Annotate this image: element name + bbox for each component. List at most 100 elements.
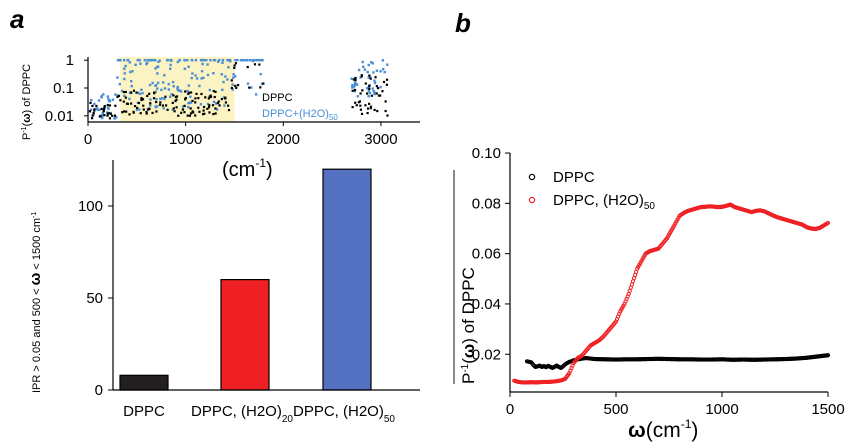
scatter-point-dppc — [259, 86, 262, 89]
scatter-point-dppc-water — [249, 58, 252, 62]
scatter-point-dppc — [368, 84, 371, 88]
scatter-point-dppc — [161, 104, 165, 107]
legend-dppc-water-text: DPPC, (H2O) — [553, 192, 644, 209]
scatter-point-dppc — [116, 95, 119, 98]
scatter-point-dppc — [224, 101, 227, 104]
scatter-point-dppc — [364, 104, 367, 107]
scatter-point-dppc — [125, 110, 128, 113]
scatter-point-dppc — [151, 111, 154, 115]
scatter-point-dppc — [825, 353, 831, 358]
scatter-point-dppc — [361, 89, 364, 92]
scatter-point-dppc-water — [119, 58, 122, 62]
scatter-point-dppc-water — [194, 74, 197, 77]
scatter-point-dppc — [375, 85, 378, 88]
scatter-point-dppc — [234, 62, 238, 65]
scatter-point-dppc-water — [168, 67, 172, 70]
scatter-point-dppc — [155, 110, 158, 113]
scatter-point-dppc-water — [163, 74, 166, 77]
scatter-point-dppc — [184, 98, 187, 101]
b-y-title-pre: P — [459, 373, 478, 384]
scatter-point-dppc-water — [159, 97, 162, 101]
category-label: DPPC, (H2O)20 — [191, 403, 293, 425]
scatter-point-dppc — [106, 112, 109, 115]
scatter-point-dppc — [140, 97, 143, 100]
scatter-point-dppc-water — [118, 82, 122, 86]
b-y-title-mid: ( — [459, 358, 478, 364]
scatter-point-dppc-water — [373, 91, 376, 94]
scatter-point-dppc — [191, 99, 194, 102]
scatter-point-dppc — [218, 104, 221, 107]
scatter-point-dppc — [236, 84, 240, 87]
scatter-point-dppc — [88, 110, 92, 113]
scatter-point-dppc — [188, 114, 192, 117]
scatter-point-dppc — [370, 94, 373, 97]
scatter-point-dppc — [142, 104, 145, 107]
scatter-point-dppc — [153, 91, 156, 94]
scatter-point-dppc-water — [379, 85, 382, 89]
scatter-point-dppc — [95, 104, 98, 108]
scatter-point-dppc — [130, 91, 133, 94]
scatter-point-dppc-water — [383, 70, 386, 74]
scatter-point-dppc-water — [361, 60, 364, 64]
scatter-point-dppc-water — [371, 62, 375, 65]
scatter-point-dppc — [172, 107, 175, 110]
scatter-point-dppc-water — [260, 82, 264, 86]
scatter-point-dppc-water — [176, 87, 179, 90]
scatter-point-dppc-water — [209, 58, 212, 62]
panel-a-letter: a — [10, 4, 24, 34]
y-tick-label: 0.10 — [472, 145, 501, 162]
scatter-point-dppc-water — [350, 77, 353, 80]
scatter-point-dppc — [360, 75, 363, 78]
scatter-point-dppc-water — [106, 95, 110, 98]
scatter-point-dppc — [197, 106, 200, 109]
scatter-point-dppc — [227, 104, 230, 107]
scatter-point-dppc — [123, 110, 126, 113]
scatter-point-dppc — [128, 113, 131, 116]
scatter-point-dppc-water — [143, 58, 147, 62]
scatter-point-dppc-water — [154, 67, 157, 70]
scatter-point-dppc — [189, 91, 193, 94]
a-top-y-title-bold: ω — [21, 113, 33, 122]
scatter-point-dppc-water — [350, 86, 354, 89]
scatter-point-dppc-water — [170, 92, 173, 96]
scatter-point-dppc-water — [178, 89, 181, 93]
scatter-point-dppc-water — [218, 58, 221, 62]
scatter-point-dppc-water — [155, 65, 159, 69]
scatter-point-dppc-water — [221, 61, 224, 65]
scatter-point-dppc-water — [366, 70, 369, 74]
scatter-point-dppc-water — [373, 81, 377, 85]
scatter-point-dppc — [198, 110, 201, 113]
scatter-point-dppc-water — [222, 80, 225, 84]
scatter-point-dppc — [376, 109, 379, 113]
scatter-point-dppc-water — [215, 108, 219, 111]
scatter-point-dppc — [133, 105, 137, 108]
scatter-point-dppc — [92, 111, 95, 115]
scatter-point-dppc-water — [222, 96, 226, 99]
panel-b-letter: b — [455, 8, 471, 38]
scatter-point-dppc — [208, 111, 211, 114]
scatter-point-dppc — [102, 109, 105, 112]
y-tick-label: 0.01 — [45, 108, 74, 125]
scatter-point-dppc-water — [213, 58, 217, 62]
scatter-point-dppc-water — [101, 112, 105, 115]
scatter-point-dppc-water — [163, 87, 167, 90]
scatter-point-dppc — [166, 108, 169, 111]
scatter-point-dppc — [351, 105, 354, 109]
scatter-point-dppc — [164, 95, 167, 98]
scatter-point-dppc — [130, 102, 133, 105]
scatter-point-dppc-water — [234, 75, 237, 78]
scatter-point-dppc-water — [106, 106, 110, 109]
scatter-point-dppc-water — [367, 76, 370, 79]
scatter-point-dppc-water — [158, 59, 161, 62]
scatter-point-dppc-water — [176, 60, 180, 64]
scatter-point-dppc-water — [375, 69, 379, 72]
scatter-point-dppc — [132, 89, 136, 92]
scatter-point-dppc — [217, 100, 220, 103]
scatter-point-dppc-water — [227, 66, 230, 69]
scatter-point-dppc — [368, 87, 371, 90]
scatter-point-dppc — [121, 111, 124, 114]
legend-marker-dppc-water — [528, 196, 536, 204]
scatter-point-dppc — [262, 82, 265, 85]
scatter-point-dppc-water — [171, 80, 175, 84]
